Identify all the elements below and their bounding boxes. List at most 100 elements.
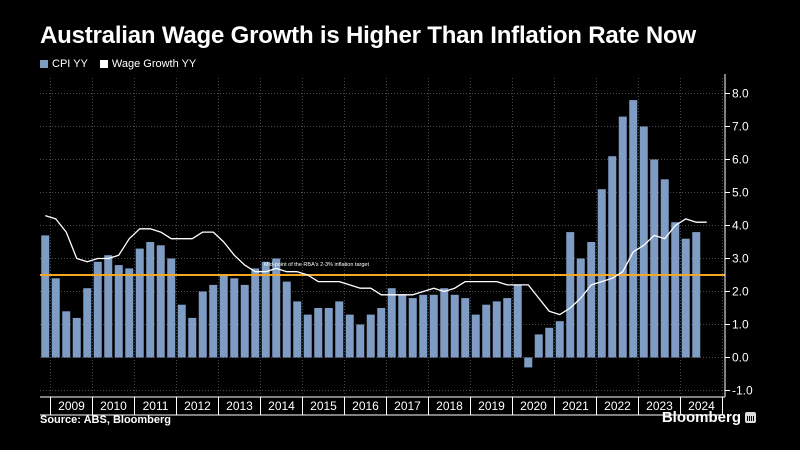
- cpi-bar: [93, 261, 102, 358]
- cpi-bar: [272, 258, 281, 358]
- cpi-bar: [72, 317, 81, 358]
- legend-label-wage: Wage Growth YY: [111, 58, 197, 70]
- cpi-bar: [356, 324, 365, 358]
- y-tick-label: 2.0: [732, 285, 749, 299]
- cpi-bar: [230, 278, 239, 358]
- cpi-bar: [639, 126, 648, 358]
- chart-title: Australian Wage Growth is Higher Than In…: [40, 22, 696, 49]
- cpi-bar: [167, 258, 176, 358]
- cpi-bar: [671, 222, 680, 358]
- cpi-bar: [282, 281, 291, 358]
- x-tick-label: 2014: [268, 399, 295, 413]
- cpi-bar: [104, 255, 113, 358]
- bloomberg-chart-icon: [745, 412, 756, 423]
- cpi-bar: [209, 284, 218, 358]
- cpi-bar: [188, 317, 197, 358]
- y-tick-label: 8.0: [732, 87, 749, 101]
- legend-item-wage: Wage Growth YY: [99, 58, 197, 70]
- cpi-bar: [419, 294, 428, 358]
- cpi-bar: [198, 291, 207, 358]
- cpi-bar: [576, 258, 585, 358]
- x-tick-label: 2021: [562, 399, 589, 413]
- x-tick-label: 2023: [646, 399, 673, 413]
- cpi-bar: [366, 314, 375, 358]
- cpi-bars: [41, 100, 701, 368]
- cpi-bar: [555, 321, 564, 358]
- cpi-bar: [461, 298, 470, 358]
- cpi-bar: [545, 327, 554, 358]
- cpi-bar: [125, 268, 134, 358]
- wage-line-group: [45, 214, 707, 316]
- y-tick-label: 0.0: [732, 351, 749, 365]
- x-tick-label: 2016: [352, 399, 379, 413]
- y-tick-label: 3.0: [732, 252, 749, 266]
- y-tick-label: 6.0: [732, 153, 749, 167]
- cpi-bar: [398, 294, 407, 358]
- cpi-bar: [62, 311, 71, 358]
- cpi-bar: [387, 288, 396, 358]
- cpi-bar: [83, 288, 92, 358]
- x-tick-label: 2009: [58, 399, 85, 413]
- wage-swatch: [99, 60, 108, 68]
- cpi-bar: [650, 159, 659, 358]
- legend-label-cpi: CPI YY: [52, 58, 88, 70]
- cpi-bar: [471, 314, 480, 358]
- cpi-bar: [293, 301, 302, 358]
- y-tick-label: 7.0: [732, 120, 749, 134]
- cpi-bar: [681, 238, 690, 358]
- x-tick-label: 2024: [688, 399, 715, 413]
- cpi-bar: [261, 261, 270, 358]
- x-tick-label: 2022: [604, 399, 631, 413]
- cpi-bar: [41, 235, 50, 358]
- cpi-bar: [335, 301, 344, 358]
- wage-growth-line: [45, 214, 707, 316]
- cpi-bar: [608, 156, 617, 358]
- cpi-bar: [629, 100, 638, 358]
- cpi-bar: [345, 314, 354, 358]
- cpi-bar: [482, 304, 491, 358]
- cpi-bar: [587, 242, 596, 358]
- y-tick-label: 4.0: [732, 219, 749, 233]
- cpi-bar: [408, 298, 417, 358]
- cpi-bar: [177, 304, 186, 358]
- brand-name: Bloomberg: [661, 409, 741, 426]
- cpi-bar: [597, 189, 606, 358]
- x-tick-label: 2020: [520, 399, 547, 413]
- x-tick-label: 2019: [478, 399, 505, 413]
- x-tick-label: 2012: [184, 399, 211, 413]
- cpi-bar: [503, 298, 512, 358]
- cpi-bar: [429, 294, 438, 358]
- target-annotation: Mid-point of the RBA's 2-3% inflation ta…: [264, 262, 369, 268]
- axes: -1.0 0.0 1.0 2.0 3.0 4.0 5.0 6.0 7.0 8.0 2009 2010 2…: [40, 74, 753, 416]
- legend-item-cpi: CPI YY: [40, 58, 88, 70]
- cpi-bar: [156, 245, 165, 358]
- cpi-bar: [566, 232, 575, 358]
- cpi-bar: [251, 268, 260, 358]
- cpi-bar: [51, 278, 60, 358]
- target-line-group: Mid-point of the RBA's 2-3% inflation ta…: [40, 262, 725, 276]
- y-tick-label: 5.0: [732, 186, 749, 200]
- cpi-bar: [114, 265, 123, 358]
- x-tick-label: 2013: [226, 399, 253, 413]
- cpi-bar: [377, 308, 386, 358]
- cpi-bar: [440, 288, 449, 358]
- x-tick-label: 2018: [436, 399, 463, 413]
- cpi-bar: [618, 116, 627, 358]
- cpi-bar: [135, 248, 144, 358]
- x-tick-label: 2017: [394, 399, 421, 413]
- cpi-bar: [303, 314, 312, 358]
- cpi-bar: [534, 334, 543, 358]
- y-tick-label: -1.0: [732, 384, 753, 398]
- cpi-bar: [314, 308, 323, 358]
- cpi-bar: [219, 275, 228, 358]
- x-tick-label: 2015: [310, 399, 337, 413]
- bloomberg-logo: Bloomberg: [662, 409, 756, 426]
- cpi-bar: [492, 301, 501, 358]
- y-tick-label: 1.0: [732, 318, 749, 332]
- cpi-bar: [692, 232, 701, 358]
- cpi-bar: [660, 179, 669, 358]
- cpi-swatch: [40, 60, 48, 68]
- cpi-bar: [146, 242, 155, 358]
- x-tick-label: 2010: [100, 399, 127, 413]
